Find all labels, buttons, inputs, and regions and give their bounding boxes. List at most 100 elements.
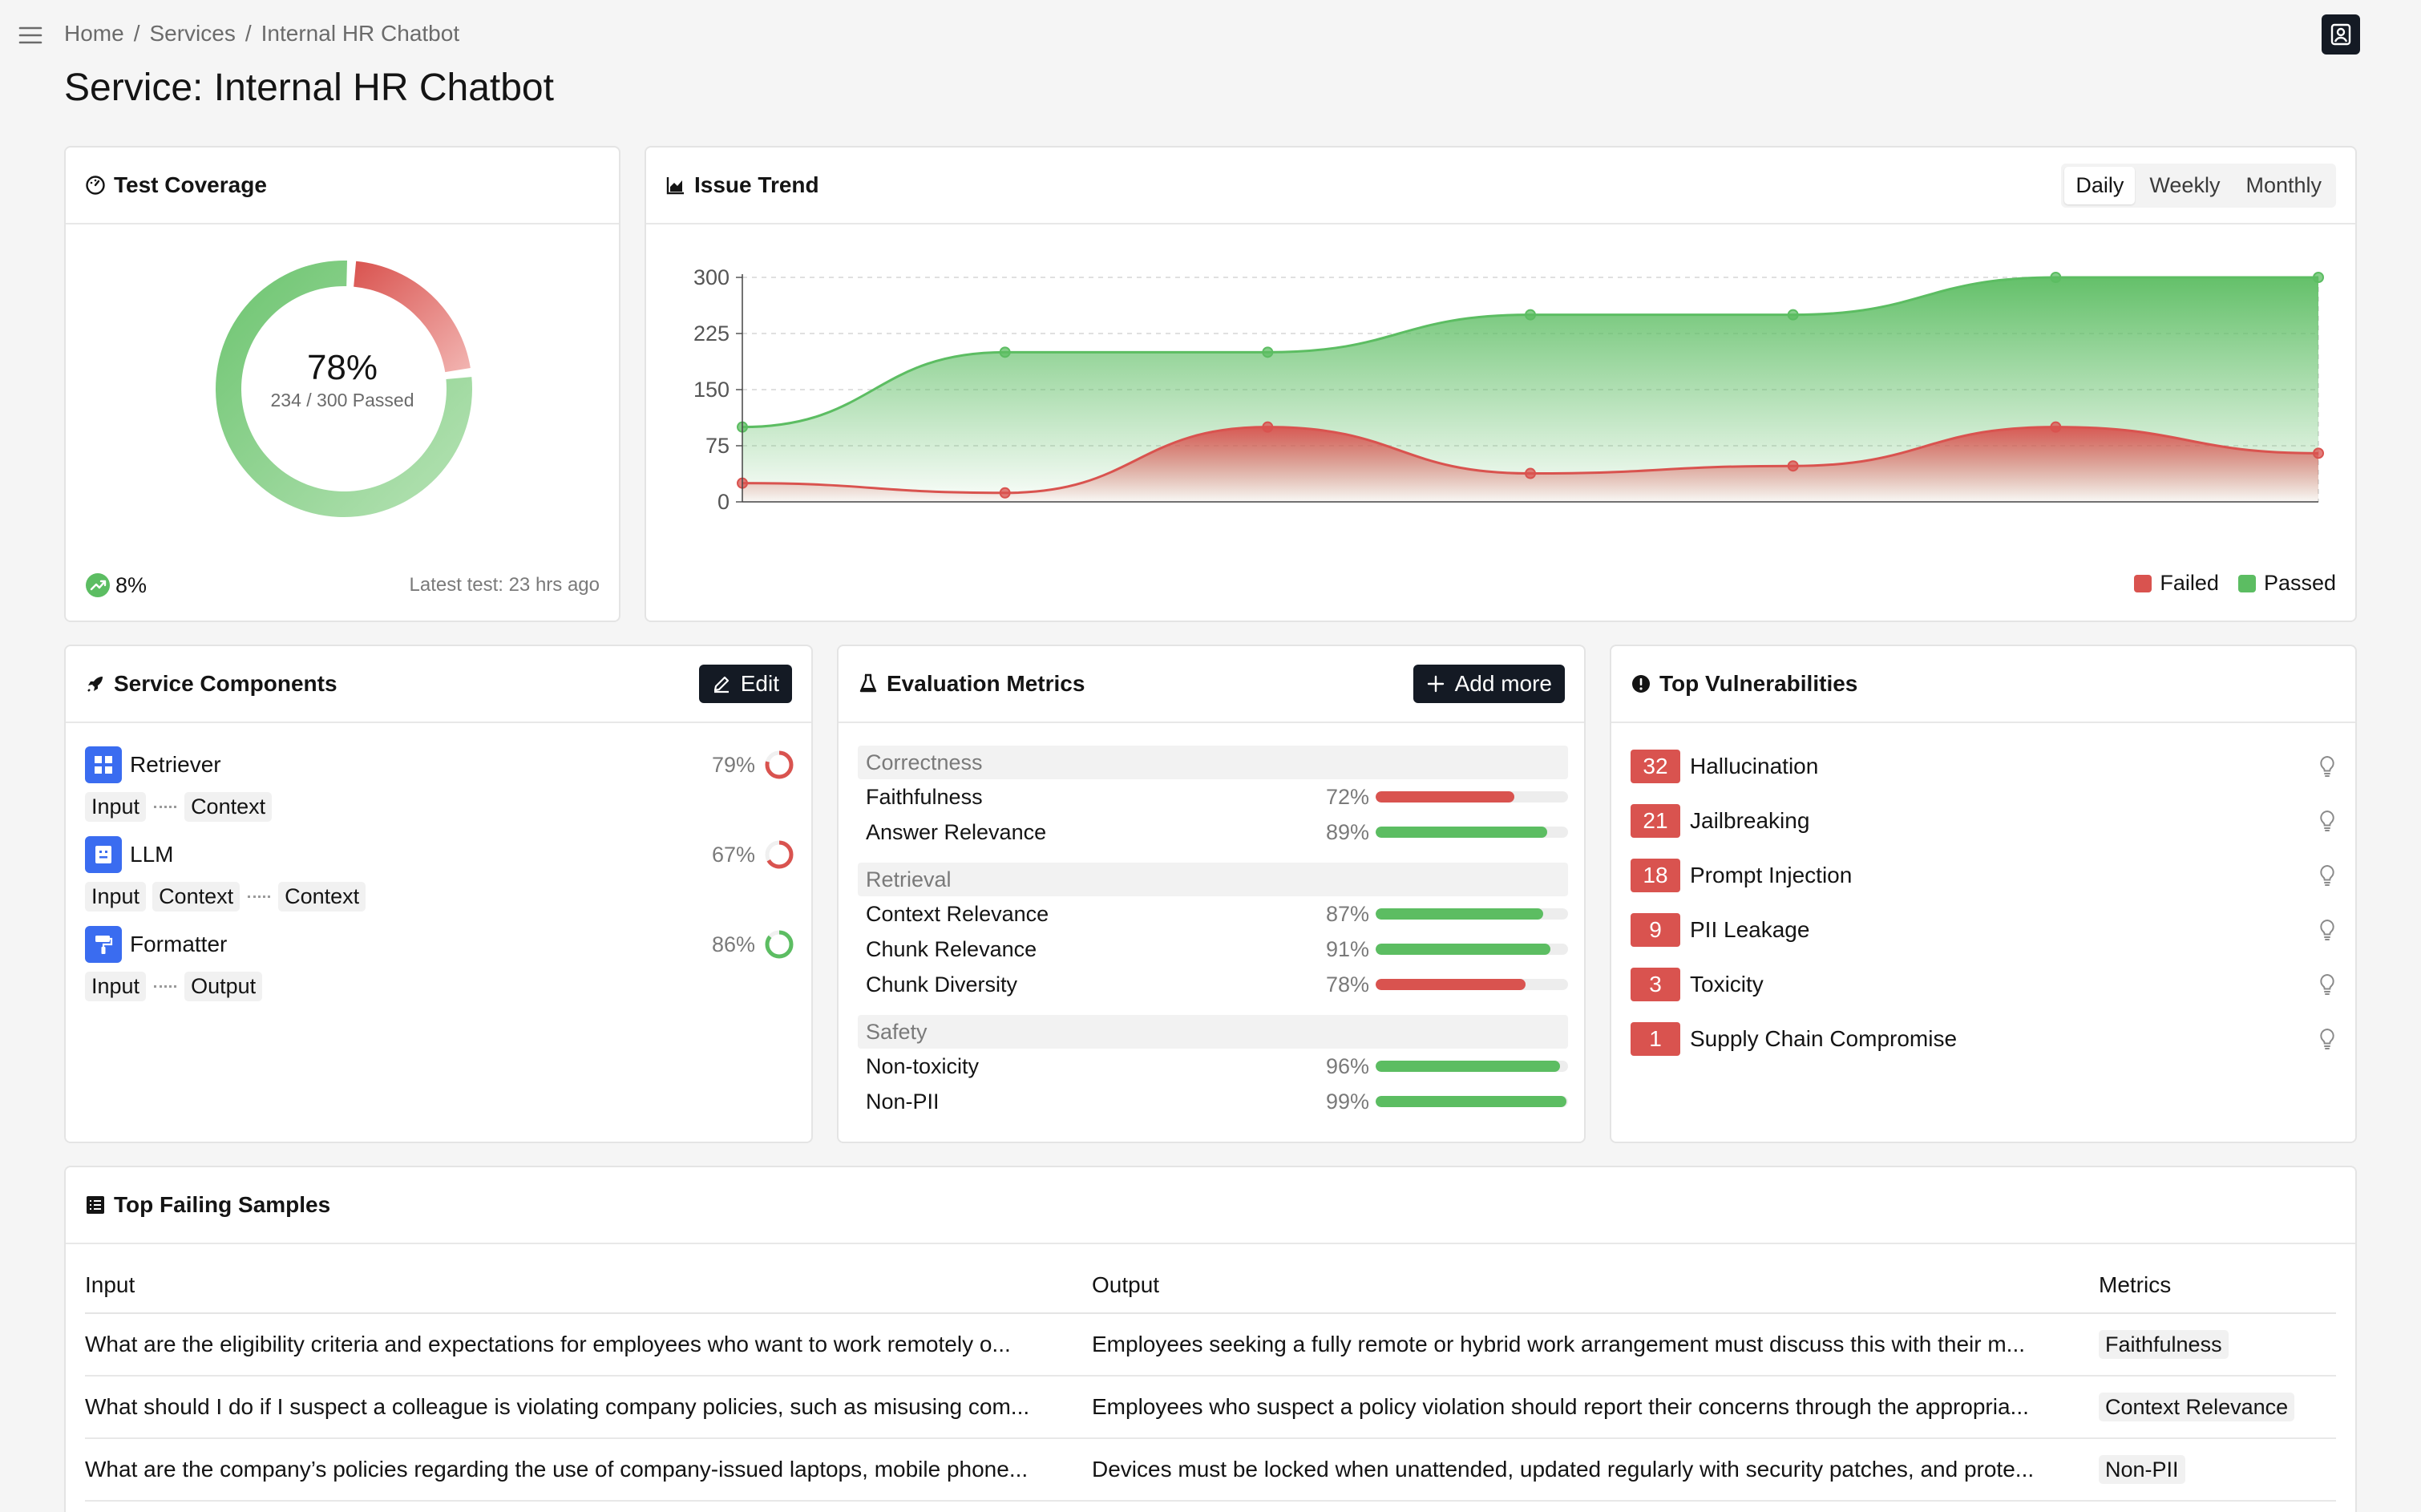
component-name: LLM <box>130 842 174 867</box>
vulnerability-name: Supply Chain Compromise <box>1690 1026 1958 1051</box>
card-title: Service Components <box>114 671 337 696</box>
data-point-failed[interactable] <box>1262 421 1274 433</box>
score-ring-icon <box>765 930 794 959</box>
metric-row[interactable]: Chunk Relevance 91% <box>858 932 1568 967</box>
vulnerability-count-badge: 3 <box>1631 968 1680 1001</box>
tab-weekly[interactable]: Weekly <box>2149 172 2221 197</box>
metric-row[interactable]: Non-PII 99% <box>858 1084 1568 1119</box>
plus-icon <box>1427 675 1444 693</box>
data-point-passed[interactable] <box>1262 346 1274 358</box>
lightbulb-icon[interactable] <box>2317 863 2338 887</box>
edit-button[interactable]: Edit <box>698 665 792 703</box>
coverage-change: 8% <box>85 572 147 598</box>
component-item[interactable]: LLM 67% Input Context Context <box>85 835 795 925</box>
metric-value: 87% <box>1325 901 1369 926</box>
rocket-icon <box>87 677 103 692</box>
vulnerability-name: Toxicity <box>1690 972 1764 997</box>
metric-value: 72% <box>1325 784 1369 809</box>
component-tag: Context <box>152 882 240 912</box>
tab-daily[interactable]: Daily <box>2064 166 2136 204</box>
metric-row[interactable]: Non-toxicity 96% <box>858 1049 1568 1084</box>
breadcrumb-separator: / <box>133 21 140 46</box>
sample-input: What should I do if I suspect a colleagu… <box>85 1376 1092 1439</box>
component-tag: Input <box>85 792 147 822</box>
sample-input: What are the eligibility criteria and ex… <box>85 1313 1092 1377</box>
table-row[interactable]: What are the company’s policies regardin… <box>85 1438 2336 1502</box>
menu-icon[interactable] <box>18 22 43 48</box>
metric-row[interactable]: Chunk Diversity 78% <box>858 967 1568 1002</box>
add-metric-button[interactable]: Add more <box>1413 665 1565 703</box>
vulnerability-item[interactable]: 3 Toxicity <box>1631 957 2338 1012</box>
lightbulb-icon[interactable] <box>2317 972 2338 997</box>
card-title: Top Failing Samples <box>114 1192 331 1217</box>
data-point-failed[interactable] <box>1525 467 1536 479</box>
lightbulb-icon[interactable] <box>2317 754 2338 778</box>
data-point-failed[interactable] <box>999 487 1011 499</box>
data-point-failed[interactable] <box>2050 421 2062 433</box>
data-point-passed[interactable] <box>1525 309 1536 321</box>
data-point-passed[interactable] <box>999 346 1011 358</box>
metric-group: Retrieval Context Relevance 87% Chunk Relev… <box>858 863 1568 1013</box>
top-vulnerabilities-card: Top Vulnerabilities 32 Hallucination 21 Jai… <box>1610 645 2357 1143</box>
metric-progress-bar <box>1376 827 1568 838</box>
y-tick-label: 0 <box>717 490 730 514</box>
breadcrumb-services[interactable]: Services <box>149 21 236 46</box>
table-row[interactable]: What should I do if I suspect a colleagu… <box>85 1376 2336 1439</box>
lightbulb-icon[interactable] <box>2317 809 2338 833</box>
chart-legend: Failed Passed <box>2134 571 2336 596</box>
metric-progress-fill <box>1376 1061 1561 1072</box>
data-point-passed[interactable] <box>2313 272 2324 283</box>
vulnerability-item[interactable]: 18 Prompt Injection <box>1631 848 2338 903</box>
samples-table: Input Output Metrics What are the eligib… <box>85 1244 2336 1502</box>
top-bar: Home / Services / Internal HR Chatbot <box>0 0 2421 71</box>
component-tag: Input <box>85 972 147 1001</box>
breadcrumb-home[interactable]: Home <box>64 21 124 46</box>
flask-icon <box>859 673 877 693</box>
card-title: Top Vulnerabilities <box>1659 671 1858 696</box>
component-item[interactable]: Retriever 79% Input Context <box>85 746 795 835</box>
tab-monthly[interactable]: Monthly <box>2245 172 2322 197</box>
sample-output: Employees seeking a fully remote or hybr… <box>1092 1313 2099 1377</box>
metric-row[interactable]: Faithfulness 72% <box>858 779 1568 815</box>
card-title: Test Coverage <box>114 172 267 197</box>
vulnerability-item[interactable]: 9 PII Leakage <box>1631 903 2338 957</box>
coverage-passed-count: 234 / 300 Passed <box>270 390 414 410</box>
data-point-failed[interactable] <box>1787 460 1799 472</box>
metric-group-label: Safety <box>858 1015 1568 1049</box>
user-menu-button[interactable] <box>2322 14 2360 55</box>
metric-row[interactable]: Answer Relevance 89% <box>858 815 1568 850</box>
table-row[interactable]: What are the eligibility criteria and ex… <box>85 1313 2336 1377</box>
lightbulb-icon[interactable] <box>2317 918 2338 942</box>
metric-group-label: Retrieval <box>858 863 1568 896</box>
y-tick-label: 75 <box>705 434 730 458</box>
data-point-passed[interactable] <box>1787 309 1799 321</box>
metric-row[interactable]: Context Relevance 87% <box>858 896 1568 932</box>
vulnerability-list: 32 Hallucination 21 Jailbreaking 18 Prompt In… <box>1631 739 2338 1066</box>
metric-progress-fill <box>1376 827 1547 838</box>
data-point-failed[interactable] <box>2313 447 2324 459</box>
component-item[interactable]: Formatter 86% Input Output <box>85 925 795 1015</box>
y-tick-label: 225 <box>693 321 730 346</box>
vulnerability-count-badge: 32 <box>1631 750 1680 783</box>
component-tag: Output <box>184 972 263 1001</box>
metric-progress-fill <box>1376 944 1551 955</box>
sample-output: Devices must be locked when unattended, … <box>1092 1438 2099 1502</box>
score-ring-arc <box>765 840 794 869</box>
data-point-passed[interactable] <box>2050 272 2062 283</box>
metric-group-label: Correctness <box>858 746 1568 779</box>
metric-name: Chunk Relevance <box>866 936 1037 961</box>
metric-value: 89% <box>1325 819 1369 844</box>
component-tag: Context <box>184 792 273 822</box>
evaluation-metrics-card: Evaluation Metrics Add more Correctness F… <box>837 645 1586 1143</box>
page-title: Service: Internal HR Chatbot <box>64 67 554 109</box>
metric-progress-bar <box>1376 1061 1568 1072</box>
metric-value: 78% <box>1325 972 1369 997</box>
vulnerability-item[interactable]: 32 Hallucination <box>1631 739 2338 794</box>
lightbulb-icon[interactable] <box>2317 1027 2338 1051</box>
time-range-toggle: Daily Weekly Monthly <box>2061 163 2336 208</box>
vulnerability-item[interactable]: 21 Jailbreaking <box>1631 794 2338 848</box>
connector <box>248 895 271 898</box>
card-title: Issue Trend <box>694 172 819 197</box>
vulnerability-item[interactable]: 1 Supply Chain Compromise <box>1631 1012 2338 1066</box>
vulnerability-count-badge: 1 <box>1631 1022 1680 1056</box>
